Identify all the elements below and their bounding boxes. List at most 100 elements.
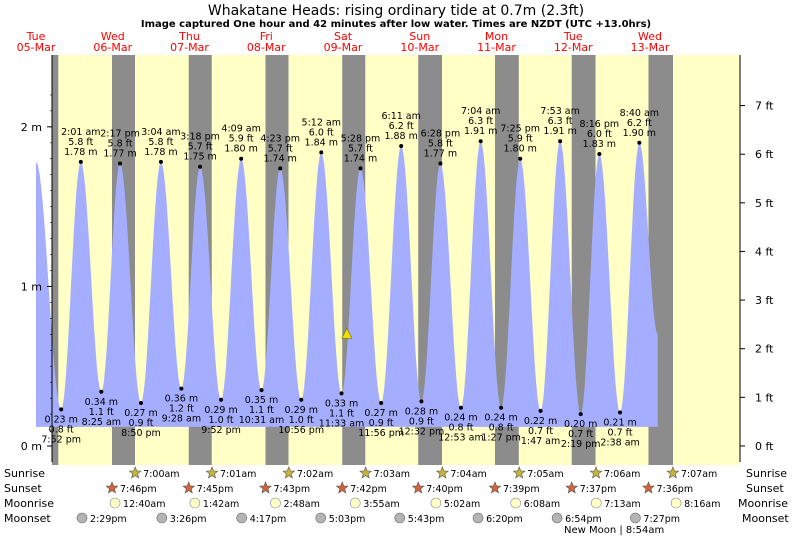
moonrise-icon	[510, 497, 521, 509]
moonrise-time: 1:42am	[203, 499, 239, 510]
moonrise-time: 12:40am	[123, 499, 165, 510]
moonrise-icon	[270, 497, 281, 509]
sunrise-row-label-left: Sunrise	[4, 467, 45, 480]
day-date-label: 12-Mar	[554, 41, 593, 54]
day-name-label: Fri	[260, 30, 273, 43]
low-tide-label: 1.1 ft	[329, 408, 354, 419]
high-tide-label: 4:09 am	[221, 124, 260, 135]
day-name-label: Sun	[409, 30, 430, 43]
low-tide-label: 11:33 am	[319, 418, 364, 429]
day-date-label: 05-Mar	[17, 41, 56, 54]
tide-extreme-point	[499, 405, 504, 410]
day-date-label: 08-Mar	[247, 41, 286, 54]
moonset-icon	[394, 512, 406, 524]
sunset-icon	[411, 481, 425, 494]
high-tide-label: 1.77 m	[103, 149, 136, 160]
low-tide-label: 10:31 am	[239, 415, 284, 426]
low-tide-label: 0.28 m	[405, 406, 438, 417]
sunset-time: 7:36pm	[656, 484, 693, 495]
high-tide-label: 1.84 m	[305, 137, 338, 148]
sunrise-time: 7:07am	[681, 469, 717, 480]
high-tide-label: 6:11 am	[381, 111, 420, 122]
sunset-time: 7:45pm	[197, 484, 234, 495]
moonrise-icon	[430, 497, 442, 509]
tide-extreme-point	[478, 139, 483, 144]
low-tide-label: 0.36 m	[165, 394, 198, 405]
moonset-icon	[76, 512, 88, 524]
high-tide-label: 5:12 am	[302, 117, 341, 128]
low-tide-label: 0.23 m	[44, 414, 77, 425]
high-tide-label: 3:18 pm	[180, 132, 220, 143]
right-axis-tick-label: 4 ft	[755, 245, 774, 258]
high-tide-label: 7:04 am	[461, 106, 500, 117]
right-axis-tick-label: 3 ft	[755, 294, 774, 307]
low-tide-label: 0.7 ft	[608, 428, 633, 439]
high-tide-label: 6.3 ft	[548, 116, 573, 127]
moonrise-time: 2:48am	[283, 499, 319, 510]
sunset-icon	[182, 481, 196, 494]
moonset-icon	[630, 512, 641, 524]
low-tide-label: 0.7 ft	[568, 429, 593, 440]
day-labels: Tue05-MarWed06-MarThu07-MarFri08-MarSat0…	[17, 30, 670, 54]
moonrise-icon	[189, 497, 201, 509]
low-tide-label: 1:27 pm	[481, 433, 521, 444]
moonset-icon	[236, 512, 247, 524]
sunrise-time: 7:00am	[143, 469, 179, 480]
tide-extreme-point	[219, 397, 224, 402]
moonrise-time: 7:13am	[604, 499, 640, 510]
low-tide-label: 2:38 am	[600, 438, 639, 449]
moonrise-time: 5:02am	[444, 499, 480, 510]
high-tide-label: 6.2 ft	[627, 118, 652, 129]
high-tide-label: 6.0 ft	[587, 129, 612, 140]
sunrise-time: 7:06am	[604, 469, 640, 480]
moonset-time: 2:29pm	[90, 514, 127, 525]
low-tide-label: 0.8 ft	[448, 423, 473, 434]
moonset-time: 4:17pm	[250, 514, 287, 525]
high-tide-label: 1.91 m	[543, 126, 576, 137]
sunrise-icon	[205, 466, 219, 479]
sunset-time: 7:39pm	[503, 484, 540, 495]
tide-extreme-point	[198, 164, 203, 169]
day-name-label: Mon	[485, 30, 508, 43]
tide-extreme-point	[179, 386, 184, 391]
tide-extreme-point	[299, 397, 304, 402]
high-tide-label: 1.74 m	[344, 153, 377, 164]
low-tide-label: 0.24 m	[484, 413, 517, 424]
tide-extreme-point	[618, 410, 623, 415]
tide-extreme-point	[458, 405, 463, 410]
tide-extreme-point	[358, 166, 363, 171]
low-tide-label: 0.20 m	[564, 419, 597, 430]
tide-extreme-point	[339, 391, 344, 396]
sunrise-time: 7:04am	[450, 469, 486, 480]
high-tide-label: 8:16 pm	[580, 119, 620, 130]
moonrise-icon	[590, 497, 602, 509]
tide-extreme-labels: 0.23 m0.8 ft7:52 pm2:01 am5.8 ft1.78 m0.…	[41, 106, 659, 450]
chart-subtitle: Image captured One hour and 42 minutes a…	[141, 19, 651, 30]
sunset-icon	[488, 481, 502, 494]
sunrise-icon	[666, 466, 680, 479]
low-tide-label: 0.33 m	[325, 398, 358, 409]
tide-extreme-point	[278, 166, 283, 171]
sunrise-time: 7:03am	[374, 469, 410, 480]
low-tide-label: 1.2 ft	[169, 404, 194, 415]
high-tide-label: 5.7 ft	[268, 143, 293, 154]
left-axis-tick-label: 0 m	[21, 440, 42, 453]
sunset-time: 7:43pm	[273, 484, 310, 495]
tide-extreme-point	[438, 161, 443, 166]
sunrise-icon	[589, 466, 603, 479]
high-tide-label: 1.80 m	[224, 144, 257, 155]
high-tide-label: 1.80 m	[503, 144, 536, 155]
moonset-time: 6:20pm	[486, 514, 523, 525]
moonset-icon	[156, 512, 168, 524]
high-tide-label: 5:28 pm	[341, 133, 381, 144]
sunset-row-label-left: Sunset	[4, 482, 42, 495]
tide-extreme-point	[578, 412, 583, 417]
sunrise-icon	[282, 466, 296, 479]
high-tide-label: 4:23 pm	[260, 133, 300, 144]
high-tide-label: 6.3 ft	[468, 116, 493, 127]
low-tide-label: 0.9 ft	[128, 418, 153, 429]
day-date-label: 11-Mar	[477, 41, 516, 54]
moonrise-time: 6:08am	[524, 499, 560, 510]
low-tide-label: 0.29 m	[204, 405, 237, 416]
high-tide-label: 5.9 ft	[229, 134, 254, 145]
